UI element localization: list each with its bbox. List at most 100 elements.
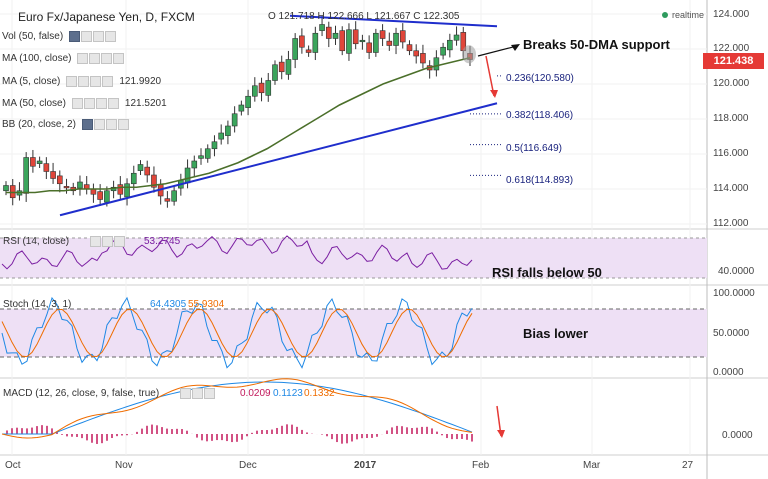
fib-500-label: 0.5(116.649) — [506, 143, 562, 154]
candle-body — [130, 172, 137, 185]
bb-label: BB (20, close, 2) — [2, 119, 76, 130]
candle-body — [379, 30, 386, 39]
candle-body — [164, 198, 171, 202]
rsi-buttons[interactable] — [90, 236, 125, 247]
stoch-label: Stoch (14, 3, 1) — [3, 299, 72, 310]
candle-body — [319, 24, 325, 31]
candle-body — [420, 53, 426, 64]
resistance-trendline — [289, 14, 498, 28]
candle-body — [332, 32, 339, 39]
settings-icon[interactable] — [78, 76, 90, 87]
candle-body — [366, 42, 372, 53]
plus-icon[interactable] — [102, 236, 113, 247]
macd-value-3: 0.1332 — [304, 388, 335, 399]
close-icon[interactable] — [114, 236, 125, 247]
candle-body — [305, 49, 312, 53]
candle-body — [43, 163, 50, 172]
plus-icon[interactable] — [101, 53, 113, 64]
settings-icon[interactable] — [81, 31, 93, 42]
candle-body — [104, 190, 110, 203]
candle-body — [3, 185, 9, 192]
candle-body — [278, 61, 285, 73]
candle-body — [50, 171, 56, 179]
plus-icon[interactable] — [95, 98, 107, 109]
stoch-d-line — [1, 308, 473, 358]
vol-indicator-row[interactable]: Vol (50, false) — [2, 31, 117, 42]
candle-body — [453, 34, 460, 41]
stoch-value-d: 55.9304 — [188, 299, 225, 310]
stoch-tick: 0.0000 — [713, 367, 744, 378]
close-icon[interactable] — [107, 98, 119, 109]
settings-icon[interactable] — [89, 53, 101, 64]
chart-title: Euro Fx/Japanese Yen, D, FXCM — [18, 10, 195, 24]
eye-icon[interactable] — [69, 31, 81, 42]
macd-label: MACD (12, 26, close, 9, false, true) — [3, 388, 160, 399]
macd-buttons[interactable] — [180, 388, 215, 399]
price-tick: 112.000 — [713, 218, 749, 229]
candle-body — [433, 57, 440, 71]
x-axis-label: Feb — [472, 460, 490, 471]
rsi-label: RSI (14, close) — [3, 236, 70, 247]
plus-icon[interactable] — [192, 388, 203, 399]
macd-tick: 0.0000 — [722, 430, 753, 441]
eye-icon[interactable] — [71, 98, 83, 109]
down-arrow — [485, 55, 495, 97]
candle-body — [252, 85, 258, 97]
close-icon[interactable] — [204, 388, 215, 399]
candle-body — [23, 157, 29, 194]
candle-body — [9, 185, 16, 199]
candle-body — [399, 30, 406, 43]
eye-icon[interactable] — [66, 76, 78, 87]
settings-icon[interactable] — [90, 236, 101, 247]
candle-body — [211, 141, 218, 150]
plus-icon[interactable] — [93, 31, 105, 42]
plus-icon[interactable] — [105, 119, 117, 130]
eye-icon[interactable] — [81, 119, 93, 130]
price-tick: 122.000 — [713, 43, 750, 54]
candle-body — [36, 160, 43, 164]
price-tick: 118.000 — [713, 113, 749, 124]
candle-body — [359, 39, 366, 43]
candle-body — [325, 26, 332, 39]
x-axis-label: 2017 — [354, 460, 377, 471]
ma50-indicator-row[interactable]: MA (50, close) 121.5201 — [2, 98, 167, 109]
candle-body — [292, 38, 298, 60]
candle-body — [144, 166, 151, 176]
rsi-tick: 40.0000 — [718, 266, 755, 277]
settings-icon[interactable] — [180, 388, 191, 399]
candle-body — [386, 40, 393, 46]
candle-body — [204, 148, 211, 159]
fib-382-label: 0.382(118.406) — [506, 110, 574, 121]
candle-body — [339, 30, 346, 52]
ma100-indicator-row[interactable]: MA (100, close) — [2, 53, 125, 64]
candle-body — [231, 113, 238, 127]
candle-body — [373, 32, 379, 53]
close-icon[interactable] — [105, 31, 117, 42]
close-icon[interactable] — [113, 53, 125, 64]
ma100-label: MA (100, close) — [2, 53, 72, 64]
breaks-annotation: Breaks 50-DMA support — [523, 37, 670, 52]
candle-body — [171, 190, 177, 202]
plus-icon[interactable] — [90, 76, 102, 87]
last-price-tag: 121.438 — [703, 53, 764, 69]
candle-body — [77, 181, 83, 189]
x-axis-label: Nov — [115, 460, 133, 471]
macd-value-2: 0.1123 — [273, 388, 303, 399]
bb-indicator-row[interactable]: BB (20, close, 2) — [2, 119, 129, 130]
annotation-arrow-head — [511, 44, 520, 51]
ma5-indicator-row[interactable]: MA (5, close) 121.9920 — [2, 76, 161, 87]
close-icon[interactable] — [102, 76, 114, 87]
x-axis-label: Dec — [239, 460, 257, 471]
bias-annotation: Bias lower — [523, 326, 589, 341]
candle-body — [218, 132, 224, 140]
eye-icon[interactable] — [77, 53, 89, 64]
down-arrow-head — [490, 90, 498, 98]
realtime-icon — [662, 12, 668, 18]
price-tick: 114.000 — [713, 183, 749, 194]
stoch-value-k: 64.4305 — [150, 299, 187, 310]
candle-body — [393, 32, 399, 46]
settings-icon[interactable] — [83, 98, 95, 109]
candle-body — [137, 164, 144, 171]
settings-icon[interactable] — [93, 119, 105, 130]
close-icon[interactable] — [117, 119, 129, 130]
